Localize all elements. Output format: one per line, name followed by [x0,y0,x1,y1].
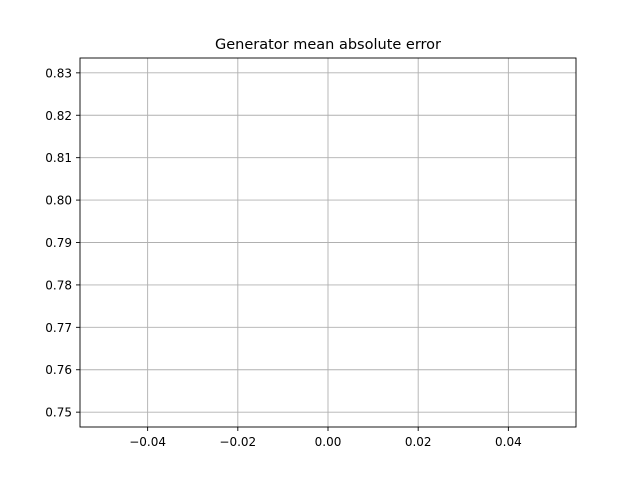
y-tick-label: 0.76 [45,363,72,377]
plot-area-frame [79,57,577,428]
chart-title: Generator mean absolute error [215,37,441,53]
y-tick-label: 0.75 [45,406,72,420]
x-tick-label: −0.02 [219,435,256,449]
y-tick-label: 0.77 [45,321,72,335]
y-tick-label: 0.83 [45,66,72,80]
x-axis-ticks: −0.04 −0.02 0.00 0.02 0.04 [129,427,522,449]
y-axis-ticks: 0.75 0.76 0.77 0.78 0.79 0.80 0.81 0.82 0.83 [45,66,80,420]
x-tick-label: 0.02 [405,435,432,449]
x-tick-label: −0.04 [129,435,166,449]
y-tick-label: 0.82 [45,109,72,123]
y-tick-label: 0.79 [45,236,72,250]
x-tick-label: 0.00 [315,435,342,449]
y-tick-label: 0.80 [45,194,72,208]
y-tick-label: 0.81 [45,151,72,165]
x-tick-label: 0.04 [495,435,522,449]
grid [80,58,576,427]
y-tick-label: 0.78 [45,278,72,292]
